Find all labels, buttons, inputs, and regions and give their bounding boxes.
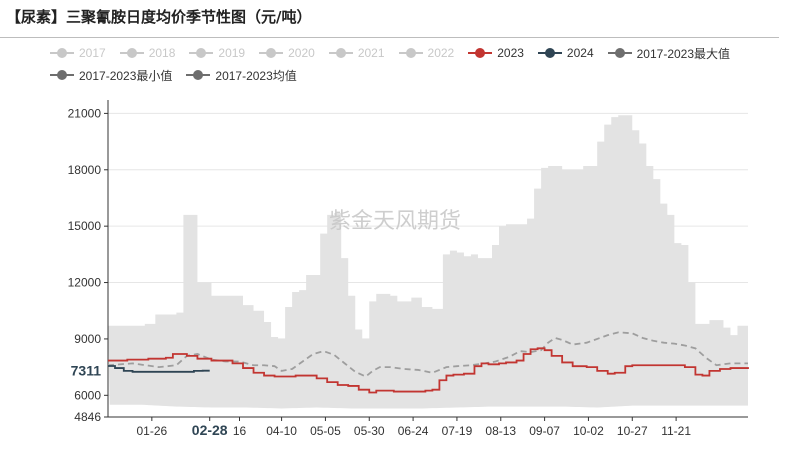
title-divider: [0, 37, 779, 38]
x-tick-label: 02-28: [192, 422, 228, 438]
y-tick-label: 18000: [68, 163, 102, 177]
legend-marker-icon: [186, 70, 211, 80]
legend-label: 2017-2023最大值: [636, 46, 731, 61]
legend-marker-icon: [50, 48, 74, 58]
x-tick-label: 01-26: [136, 424, 167, 438]
legend-label: 2019: [218, 46, 246, 60]
legend-item-2021[interactable]: 2021: [328, 46, 385, 60]
legend-marker-icon: [189, 48, 214, 58]
legend-label: 2017: [79, 46, 106, 60]
legend-label: 2017-2023均值: [215, 68, 297, 83]
legend-item-2017-2023最小值[interactable]: 2017-2023最小值: [50, 67, 172, 84]
chart-title: 【尿素】三聚氰胺日度均价季节性图（元/吨）: [6, 8, 312, 26]
legend-label: 2022: [427, 46, 455, 60]
legend-marker-icon: [259, 48, 284, 58]
legend-item-2017[interactable]: 2017: [50, 46, 106, 60]
legend: 2017 2018 2019 2020 2021 2022 2023 2024 2017-202…: [50, 42, 780, 86]
legend-marker-icon: [119, 48, 144, 58]
legend-marker-icon: [468, 48, 493, 58]
legend-row: 2017-2023最小值 2017-2023均值: [50, 64, 780, 86]
legend-marker-icon: [398, 48, 423, 58]
legend-item-2018[interactable]: 2018: [119, 46, 176, 60]
legend-item-2023[interactable]: 2023: [468, 46, 524, 60]
y-tick-label: 15000: [68, 219, 102, 233]
legend-item-2017-2023最大值[interactable]: 2017-2023最大值: [607, 45, 731, 62]
watermark: 紫金天风期货: [329, 209, 461, 234]
legend-label: 2024: [566, 46, 594, 60]
legend-label: 2023: [497, 46, 524, 60]
x-tick-label: 10-27: [617, 424, 648, 438]
legend-marker-icon: [50, 70, 74, 80]
legend-label: 2017-2023最小值: [79, 68, 173, 83]
y-tick-label: 9000: [74, 332, 101, 346]
legend-label: 2021: [357, 46, 385, 60]
legend-marker-icon: [328, 48, 353, 58]
series-line-2023: [108, 347, 749, 394]
y-tick-label: 21000: [68, 106, 102, 120]
legend-item-2017-2023均值[interactable]: 2017-2023均值: [186, 67, 297, 84]
y-tick-label: 12000: [68, 276, 102, 290]
y-tick-label: 4846: [74, 410, 101, 424]
series-line-2024: [108, 365, 210, 373]
current-value-label: 7311: [71, 363, 102, 379]
series-line-mean: [107, 331, 748, 378]
legend-marker-icon: [537, 48, 562, 58]
x-tick-label: 16: [233, 424, 247, 438]
legend-label: 2018: [148, 46, 176, 60]
legend-item-2019[interactable]: 2019: [189, 46, 245, 60]
x-tick-label: 07-19: [442, 424, 473, 438]
x-tick-label: 11-21: [661, 424, 691, 438]
y-tick-label: 6000: [74, 388, 101, 402]
x-tick-label: 04-10: [266, 424, 297, 438]
x-tick-label: 10-02: [573, 424, 604, 438]
legend-row: 2017 2018 2019 2020 2021 2022 2023 2024 2017-202…: [50, 42, 780, 64]
x-tick-label: 05-30: [354, 424, 385, 438]
min-max-band: [108, 115, 748, 409]
legend-item-2024[interactable]: 2024: [537, 46, 594, 60]
x-tick-label: 08-13: [485, 424, 516, 438]
legend-marker-icon: [607, 48, 632, 58]
legend-item-2020[interactable]: 2020: [259, 46, 315, 60]
current-value-box: [62, 361, 104, 380]
x-tick-label: 09-07: [529, 424, 560, 438]
x-tick-label: 06-24: [398, 424, 429, 438]
legend-item-2022[interactable]: 2022: [398, 46, 455, 60]
x-tick-label: 05-05: [310, 424, 341, 438]
legend-label: 2020: [288, 46, 315, 60]
